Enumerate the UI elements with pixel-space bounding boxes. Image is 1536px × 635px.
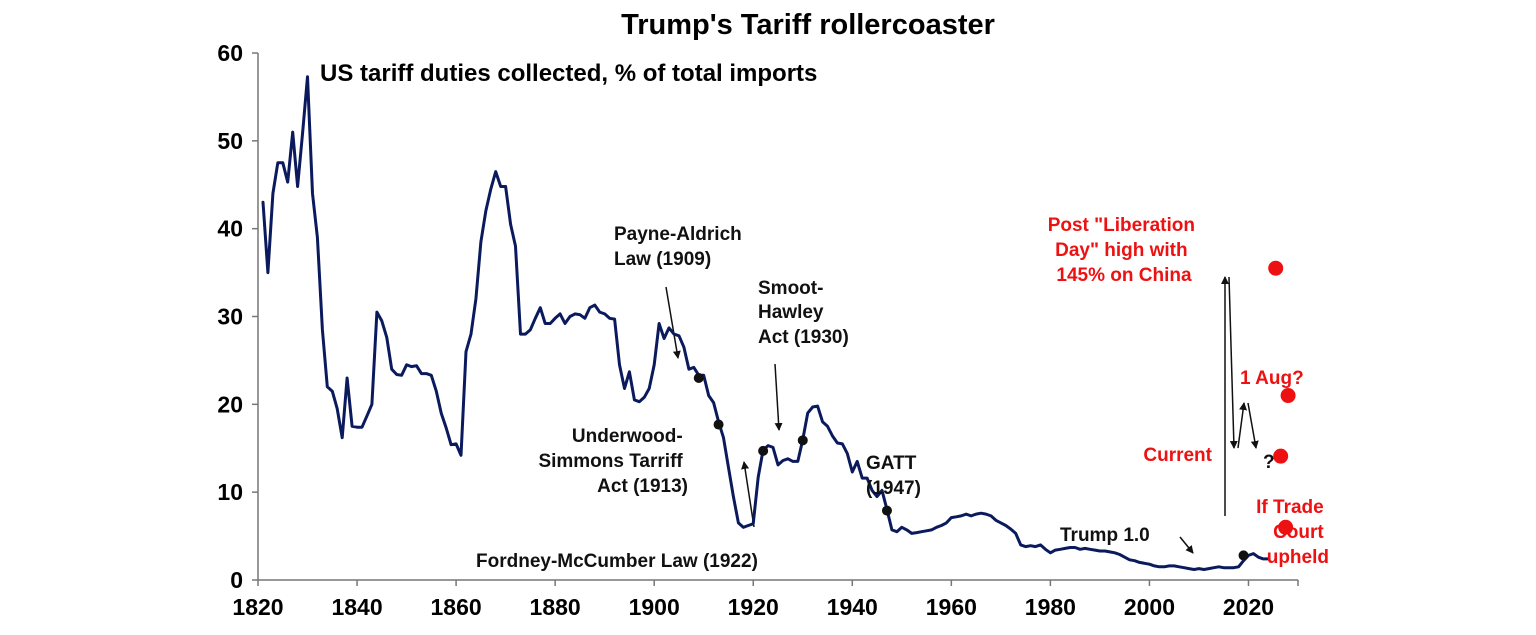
court-label: If Trade Court upheld	[1256, 497, 1329, 568]
tariff-series-line	[261, 75, 1270, 571]
y-tick-label: 60	[217, 40, 243, 66]
liberation-label: Post "Liberation Day" high with 145% on …	[1048, 215, 1201, 286]
annotation-arrows	[665, 276, 1259, 554]
chart-subtitle: US tariff duties collected, % of total i…	[320, 60, 817, 87]
aug-down-arrow	[1247, 402, 1259, 449]
y-tick-label: 50	[217, 128, 243, 154]
trump1-arrow	[1179, 536, 1194, 554]
fordney-arrow	[741, 461, 755, 528]
annotation-labels: Payne-Aldrich Law (1909) Underwood- Simm…	[476, 215, 1329, 572]
fordney-label: Fordney-McCumber Law (1922)	[476, 551, 758, 572]
smoot-arrow	[774, 363, 783, 431]
current-to-aug-arrow	[1237, 402, 1248, 449]
event-marker-point	[1268, 260, 1284, 276]
smoot-label: Smoot- Hawley Act (1930)	[758, 278, 849, 348]
event-marker-point	[881, 505, 892, 516]
x-tick-label: 1840	[331, 594, 382, 620]
x-tick-label: 1880	[530, 594, 581, 620]
axes	[252, 52, 1299, 586]
y-tick-label: 40	[217, 216, 243, 242]
tick-labels: 0 10 20 30 40 50 60 1820 1840 1860 1880 1900 1920 194…	[217, 40, 1274, 620]
aug-label: 1 Aug?	[1240, 368, 1304, 389]
x-tick-label: 1960	[926, 594, 977, 620]
event-marker-point	[1273, 448, 1289, 464]
x-tick-label: 1860	[431, 594, 482, 620]
current-label: Current	[1143, 445, 1212, 466]
y-tick-label: 20	[217, 391, 243, 417]
event-marker-point	[1280, 388, 1296, 404]
trump1-label: Trump 1.0	[1060, 525, 1150, 546]
y-tick-label: 30	[217, 304, 243, 330]
event-markers	[693, 260, 1296, 561]
x-tick-label: 2020	[1223, 594, 1274, 620]
event-marker-point	[1238, 550, 1249, 561]
event-marker-point	[713, 419, 724, 430]
liberation-down-arrow	[1228, 276, 1238, 449]
x-tick-label: 1940	[827, 594, 878, 620]
x-tick-label: 1900	[629, 594, 680, 620]
event-marker-point	[797, 435, 808, 446]
x-tick-label: 2000	[1124, 594, 1175, 620]
chart-title: Trump's Tariff rollercoaster	[621, 9, 995, 41]
payne-arrow	[665, 286, 681, 359]
y-tick-label: 0	[230, 567, 243, 593]
question-label: ?	[1263, 452, 1275, 473]
payne-label: Payne-Aldrich Law (1909)	[614, 224, 747, 270]
event-marker-point	[1278, 519, 1294, 535]
x-tick-label: 1980	[1025, 594, 1076, 620]
gatt-label: GATT (1947)	[866, 453, 922, 499]
x-tick-label: 1820	[232, 594, 283, 620]
y-tick-label: 10	[217, 479, 243, 505]
underwood-label: Underwood- Simmons Tarriff Act (1913)	[538, 426, 688, 497]
event-marker-point	[758, 445, 769, 456]
event-marker-point	[693, 372, 704, 383]
x-tick-label: 1920	[728, 594, 779, 620]
